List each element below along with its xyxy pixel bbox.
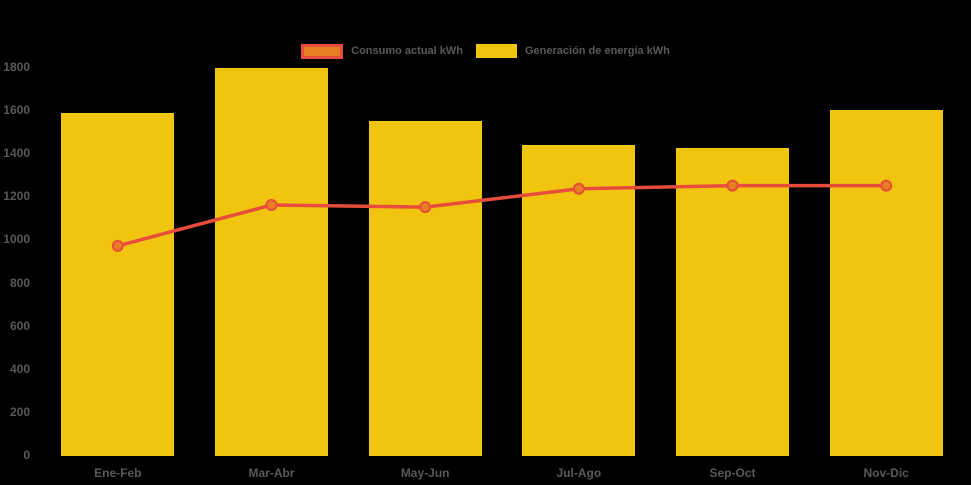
legend-item-generacion-energia[interactable]: Generación de energía kWh (475, 44, 670, 58)
legend-label-consumo: Consumo actual kWh (351, 45, 463, 57)
bar-jul-ago[interactable] (522, 144, 636, 456)
bar-mar-abr[interactable] (215, 68, 328, 456)
line-point-sep-oct[interactable] (726, 179, 739, 192)
y-axis-tick-label: 1200 (3, 189, 30, 204)
y-axis-tick-label: 1000 (3, 232, 30, 247)
y-axis-tick-label: 1800 (3, 60, 30, 74)
bar-series-swatch-icon (475, 44, 517, 58)
x-axis-label-mar-abr: Mar-Abr (248, 466, 295, 480)
x-axis-label-ene-feb: Ene-Feb (94, 466, 142, 480)
x-axis-label-may-jun: May-Jun (400, 466, 450, 480)
line-point-jul-ago[interactable] (572, 182, 585, 195)
x-axis-label-jul-ago: Jul-Ago (556, 466, 602, 480)
chart-legend: Consumo actual kWh Generación de energía… (0, 43, 971, 59)
y-axis-tick-label: 0 (23, 448, 30, 462)
x-axis-label-nov-dic: Nov-Dic (863, 466, 909, 480)
y-axis-tick-label: 1400 (3, 146, 30, 161)
bar-ene-feb[interactable] (61, 113, 175, 456)
line-point-ene-feb[interactable] (111, 239, 124, 252)
line-point-nov-dic[interactable] (880, 179, 893, 192)
y-axis-tick-label: 800 (9, 275, 30, 290)
x-axis-label-sep-oct: Sep-Oct (709, 466, 756, 480)
bar-sep-oct[interactable] (676, 147, 789, 456)
consumo-line (116, 183, 888, 248)
legend-label-generacion: Generación de energía kWh (524, 45, 670, 57)
line-point-may-jun[interactable] (419, 201, 432, 214)
y-axis-tick-label: 200 (9, 404, 30, 419)
y-axis-tick-label: 400 (9, 361, 30, 376)
bar-may-jun[interactable] (368, 120, 482, 456)
y-axis-tick-label: 600 (9, 318, 30, 333)
line-series-swatch-icon (301, 43, 344, 59)
legend-item-consumo-actual[interactable]: Consumo actual kWh (301, 43, 463, 59)
y-axis-tick-label: 1600 (3, 103, 30, 118)
bar-nov-dic[interactable] (829, 110, 943, 456)
line-point-mar-abr[interactable] (265, 199, 278, 211)
